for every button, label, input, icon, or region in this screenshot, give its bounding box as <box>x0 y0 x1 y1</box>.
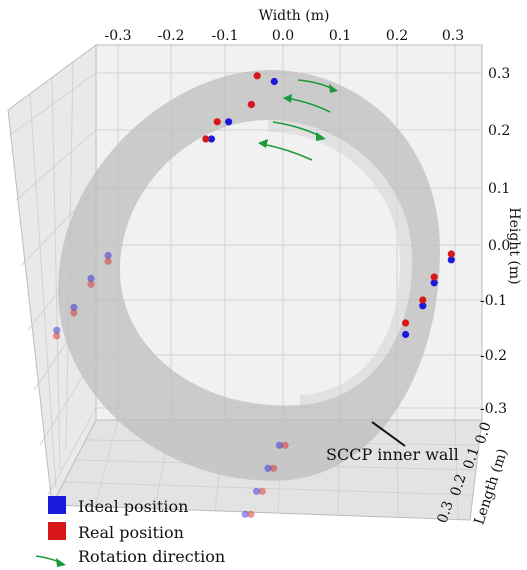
ideal-position-point <box>70 303 78 311</box>
rotation-arrows <box>258 79 338 161</box>
real-position-point <box>70 309 78 317</box>
x-tick-labels: -0.3 -0.2 -0.1 0.0 0.1 0.2 0.3 <box>105 28 465 44</box>
rotation-arrow <box>272 121 326 141</box>
legend-arrow-icon <box>35 555 66 567</box>
x-tick-label: -0.2 <box>158 28 185 44</box>
ideal-position-point <box>207 135 216 143</box>
legend-label: Ideal position <box>78 497 188 516</box>
z-tick-label: 0.2 <box>488 123 510 139</box>
real-position-point <box>202 135 210 143</box>
x-tick-label: 0.1 <box>329 28 351 44</box>
real-position-point <box>419 296 427 304</box>
ideal-position-point <box>253 487 261 495</box>
real-position-point <box>258 487 266 495</box>
legend-label: Real position <box>78 523 184 542</box>
legend-swatch-ideal <box>48 496 66 514</box>
x-tick-label: 0.0 <box>272 28 294 44</box>
z-tick-label: 0.0 <box>488 238 510 254</box>
ideal-position-point <box>264 464 272 472</box>
real-position-point <box>247 100 255 109</box>
annotation-leader-line <box>371 421 406 447</box>
z-tick-label: 0.1 <box>488 181 510 197</box>
y-tick-label: 0.0 <box>473 420 495 446</box>
y-tick-labels: 0.0 0.1 0.2 0.3 <box>435 420 495 525</box>
x-tick-label: 0.3 <box>442 28 464 44</box>
legend-label: Rotation direction <box>78 547 225 566</box>
annotation-sccp-inner-wall: SCCP inner wall <box>326 445 459 464</box>
real-position-point <box>253 72 261 80</box>
data-points <box>53 72 455 518</box>
ideal-position-point <box>225 118 233 126</box>
real-position-point <box>53 332 61 340</box>
x-tick-label: -0.3 <box>105 28 132 44</box>
ideal-position-point <box>270 77 278 86</box>
ideal-position-point <box>87 274 95 283</box>
ideal-position-point <box>430 279 438 287</box>
rotation-arrow <box>258 139 313 161</box>
z-axis-label: Height (m) <box>506 207 522 284</box>
real-position-point <box>247 510 255 518</box>
real-position-point <box>87 280 95 288</box>
z-tick-label: -0.2 <box>480 348 507 364</box>
legend-swatch-real <box>48 522 66 540</box>
y-tick-label: 0.3 <box>435 499 457 525</box>
ideal-position-point <box>402 330 410 339</box>
ideal-position-point <box>104 251 112 260</box>
sccp-canal-surface <box>58 70 440 481</box>
real-position-point <box>281 441 289 449</box>
sccp-outer-band <box>58 70 440 481</box>
ideal-position-point <box>447 256 455 264</box>
real-position-point <box>270 464 278 472</box>
z-tick-labels: 0.3 0.2 0.1 0.0 -0.1 -0.2 -0.3 <box>480 66 510 417</box>
real-position-point <box>213 118 221 126</box>
z-tick-label: -0.1 <box>480 293 507 309</box>
ideal-position-point <box>53 326 61 334</box>
real-position-point <box>104 257 112 265</box>
y-tick-label: 0.2 <box>448 472 470 498</box>
rotation-arrow <box>297 79 338 93</box>
real-position-point <box>447 250 455 258</box>
ideal-position-point <box>419 302 427 310</box>
x-axis-label: Width (m) <box>259 8 330 24</box>
real-position-point <box>430 273 438 281</box>
rotation-arrow <box>283 94 331 113</box>
y-tick-label: 0.1 <box>461 445 483 471</box>
legend: Ideal position Real position Rotation di… <box>35 496 225 567</box>
x-tick-label: -0.1 <box>212 28 239 44</box>
z-tick-label: 0.3 <box>488 66 510 82</box>
ideal-position-point <box>241 510 249 518</box>
ideal-position-point <box>275 441 283 449</box>
z-tick-label: -0.3 <box>480 401 507 417</box>
real-position-point <box>402 319 410 327</box>
x-tick-label: 0.2 <box>386 28 408 44</box>
